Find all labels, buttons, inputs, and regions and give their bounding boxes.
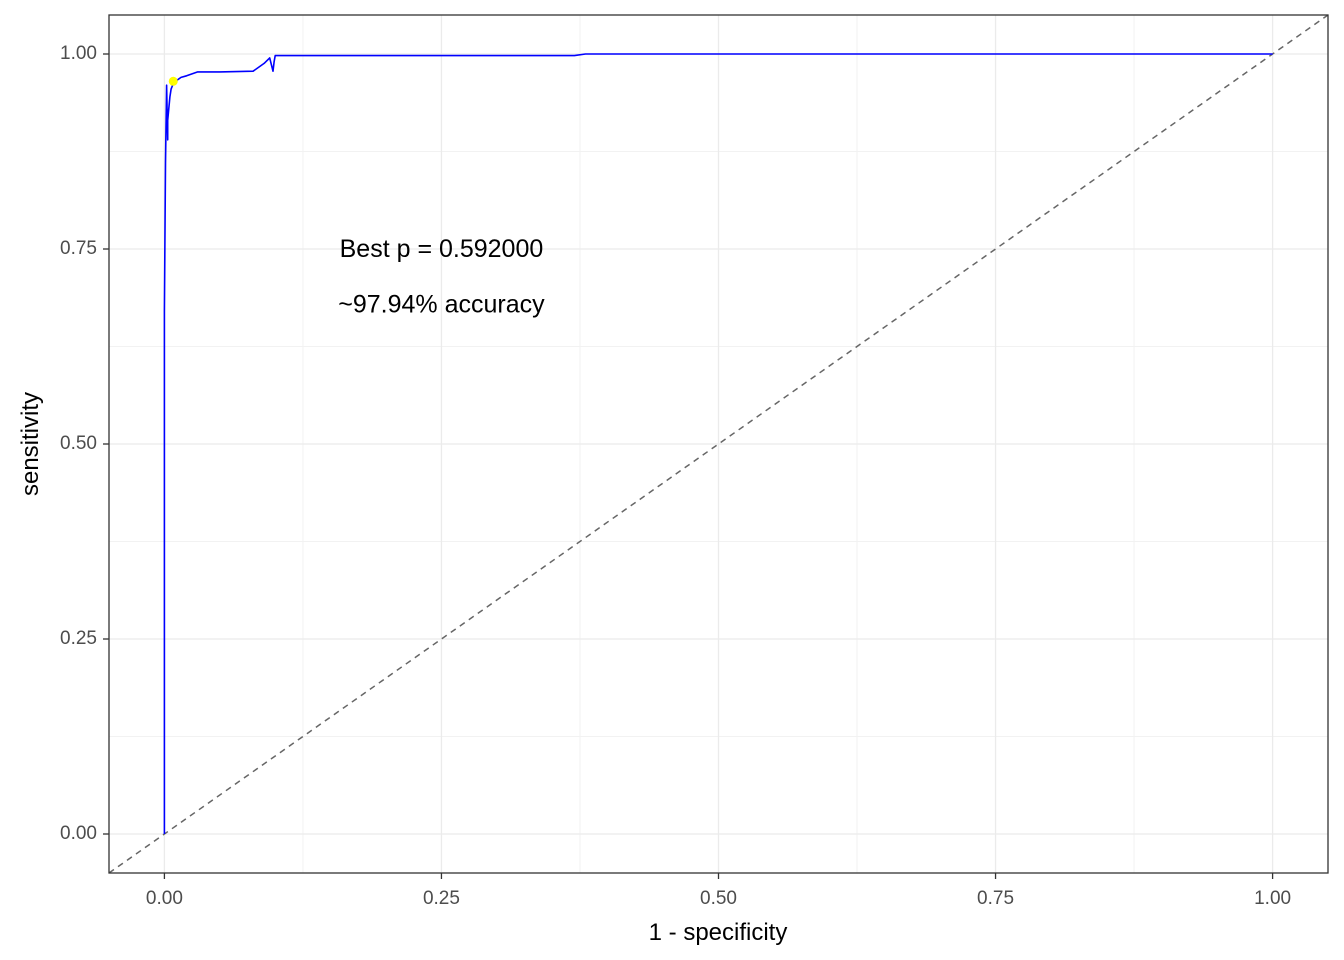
x-tick-label: 0.75 bbox=[977, 888, 1014, 909]
best-threshold-point bbox=[168, 76, 178, 86]
y-axis-title: sensitivity bbox=[17, 392, 44, 496]
x-tick-label: 0.50 bbox=[700, 888, 737, 909]
y-tick-label: 0.75 bbox=[60, 238, 97, 259]
best-threshold-point-layer bbox=[168, 76, 178, 86]
y-tick-label: 0.50 bbox=[60, 433, 97, 454]
y-tick-label: 1.00 bbox=[60, 43, 97, 64]
y-tick-label: 0.25 bbox=[60, 628, 97, 649]
x-axis-title: 1 - specificity bbox=[649, 919, 788, 946]
x-tick-label: 1.00 bbox=[1254, 888, 1291, 909]
annotation-text-1: Best p = 0.592000 bbox=[340, 235, 544, 263]
y-axis-ticks: 0.00 0.25 0.50 0.75 1.00 bbox=[60, 43, 109, 844]
annotation-text-2: ~97.94% accuracy bbox=[338, 291, 545, 319]
y-tick-label: 0.00 bbox=[60, 823, 97, 844]
x-axis-ticks: 0.00 0.25 0.50 0.75 1.00 bbox=[146, 873, 1291, 909]
x-tick-label: 0.25 bbox=[423, 888, 460, 909]
x-tick-label: 0.00 bbox=[146, 888, 183, 909]
roc-curve bbox=[163, 53, 1273, 834]
annotation-layer: Best p = 0.592000 ~97.94% accuracy bbox=[338, 235, 545, 318]
roc-curve-layer bbox=[163, 53, 1273, 834]
